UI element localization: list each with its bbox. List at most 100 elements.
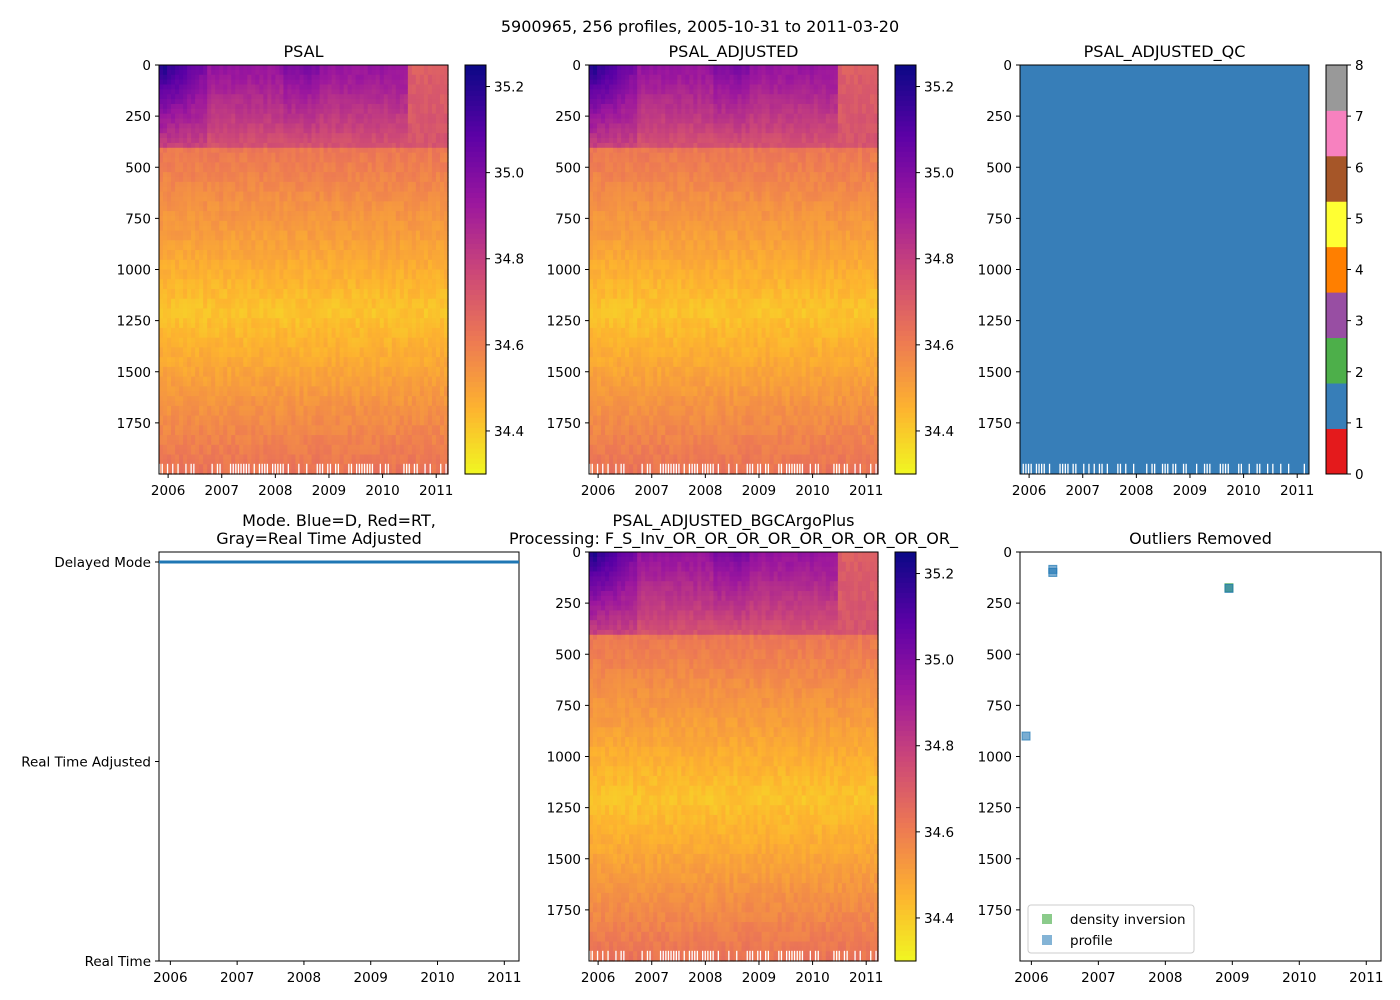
heatmap-cell — [271, 74, 276, 81]
heatmap-cell — [279, 181, 285, 188]
heatmap-cell — [347, 357, 353, 363]
heatmap-cell — [307, 464, 313, 470]
heatmap-cell — [307, 284, 313, 290]
heatmap-cell — [239, 65, 244, 71]
heatmap-cell — [207, 449, 212, 456]
heatmap-cell — [359, 303, 365, 310]
heatmap-cell — [203, 464, 208, 470]
heatmap-cell — [275, 337, 281, 344]
heatmap-cell — [387, 371, 393, 378]
heatmap-cell — [387, 167, 393, 173]
heatmap-cell — [263, 167, 268, 173]
heatmap-cell — [275, 444, 281, 451]
heatmap-cell — [227, 206, 232, 212]
heatmap-cell — [187, 410, 192, 417]
heatmap-cell — [359, 362, 365, 368]
heatmap-cell — [243, 259, 248, 266]
heatmap-cell — [243, 430, 248, 436]
heatmap-cell — [291, 196, 297, 202]
heatmap-cell — [235, 400, 240, 407]
heatmap-cell — [327, 211, 333, 217]
heatmap-cell — [299, 69, 305, 76]
heatmap-cell — [307, 396, 313, 402]
heatmap-cell — [259, 118, 264, 125]
heatmap-cell — [379, 288, 385, 295]
heatmap-cell — [175, 459, 180, 465]
heatmap-cell — [187, 254, 192, 261]
heatmap-cell — [287, 162, 293, 168]
heatmap-cell — [207, 342, 212, 349]
heatmap-cell — [171, 162, 176, 168]
heatmap-cell — [223, 211, 228, 217]
heatmap-cell — [383, 142, 389, 149]
heatmap-cell — [323, 444, 329, 451]
heatmap-cell — [335, 235, 341, 241]
heatmap-cell — [287, 279, 293, 285]
heatmap-cell — [191, 400, 196, 407]
heatmap-cell — [223, 74, 228, 81]
heatmap-cell — [343, 308, 349, 314]
heatmap-cell — [223, 147, 228, 154]
heatmap-cell — [387, 99, 393, 105]
heatmap-cell — [379, 142, 385, 149]
heatmap-cell — [331, 142, 337, 149]
heatmap-cell — [375, 142, 381, 149]
heatmap-cell — [203, 259, 208, 266]
heatmap-cell — [175, 415, 180, 422]
heatmap-cell — [235, 176, 240, 183]
heatmap-cell — [391, 84, 397, 90]
heatmap-cell — [323, 308, 329, 314]
heatmap-cell — [375, 415, 381, 422]
heatmap-cell — [163, 381, 168, 387]
heatmap-cell — [255, 108, 260, 115]
heatmap-cell — [355, 459, 361, 465]
heatmap-cell — [299, 391, 305, 397]
heatmap-cell — [251, 138, 256, 144]
heatmap-cell — [275, 439, 281, 446]
heatmap-cell — [195, 420, 200, 426]
heatmap-cell — [383, 430, 389, 436]
heatmap-cell — [259, 201, 264, 207]
heatmap-cell — [251, 391, 256, 397]
heatmap-cell — [195, 308, 200, 314]
heatmap-cell — [267, 357, 272, 363]
heatmap-cell — [391, 133, 397, 139]
heatmap-cell — [391, 400, 397, 407]
heatmap-cell — [227, 308, 232, 314]
heatmap-cell — [215, 259, 220, 266]
heatmap-cell — [211, 240, 216, 246]
heatmap-cell — [371, 186, 377, 193]
heatmap-cell — [207, 245, 212, 251]
heatmap-cell — [263, 99, 268, 105]
heatmap-cell — [167, 279, 172, 285]
heatmap-cell — [239, 386, 244, 392]
heatmap-cell — [335, 415, 341, 422]
heatmap-cell — [315, 191, 321, 198]
heatmap-cell — [259, 89, 264, 95]
heatmap-cell — [291, 288, 297, 295]
heatmap-cell — [175, 288, 180, 295]
heatmap-cell — [315, 142, 321, 149]
heatmap-cell — [275, 245, 281, 251]
heatmap-cell — [243, 123, 248, 129]
heatmap-cell — [247, 206, 252, 212]
heatmap-cell — [307, 94, 313, 100]
heatmap-cell — [219, 352, 224, 358]
heatmap-cell — [223, 240, 228, 246]
heatmap-cell — [395, 259, 401, 266]
heatmap-cell — [395, 65, 401, 71]
heatmap-cell — [347, 323, 353, 329]
heatmap-cell — [271, 118, 276, 125]
heatmap-cell — [303, 459, 309, 465]
heatmap-cell — [267, 459, 272, 465]
heatmap-cell — [175, 318, 180, 324]
heatmap-cell — [327, 230, 333, 237]
heatmap-cell — [355, 162, 361, 168]
heatmap-cell — [223, 99, 228, 105]
heatmap-cell — [259, 259, 264, 266]
heatmap-cell — [283, 454, 289, 460]
heatmap-cell — [311, 469, 317, 475]
heatmap-cell — [255, 371, 260, 378]
heatmap-cell — [391, 181, 397, 188]
heatmap-cell — [315, 113, 321, 120]
